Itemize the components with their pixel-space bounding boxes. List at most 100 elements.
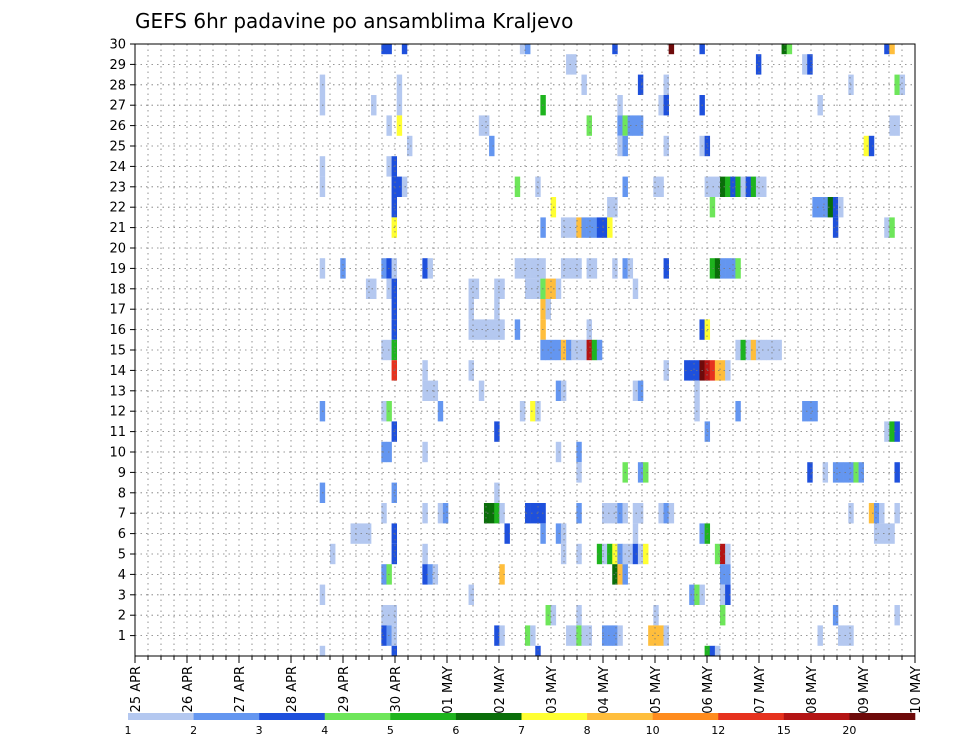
heatmap-cell [720,564,726,585]
heatmap-cell [709,360,716,381]
heatmap-cell [530,503,536,524]
y-tick-label: 28 [109,78,126,93]
heatmap-cell [653,176,659,197]
heatmap-cell [802,54,808,75]
heatmap-cell [832,197,839,218]
heatmap-cell [489,503,495,524]
heatmap-cell [607,625,613,646]
y-tick-label: 8 [118,486,126,501]
heatmap-cell [786,44,793,55]
heatmap-cell [607,543,613,565]
heatmap-cell [581,339,587,361]
y-tick-label: 11 [109,425,126,440]
heatmap-cell [483,503,490,524]
legend-label: 20 [842,724,856,737]
heatmap-cell [612,44,618,55]
legend-label: 7 [518,724,525,737]
heatmap-cell [601,503,608,524]
y-tick-label: 20 [109,242,126,257]
x-tick-label: 09 MAY [857,666,872,714]
legend-label: 12 [711,724,725,737]
heatmap-cell [637,462,644,483]
heatmap-cell [437,401,444,422]
heatmap-cell [571,217,577,238]
heatmap-cell [371,278,377,299]
heatmap-cell [596,543,603,565]
heatmap-cell [422,564,428,585]
legend-swatch [128,713,194,720]
x-tick-label: 28 APR [285,666,300,712]
heatmap-cell [401,44,408,55]
heatmap-cell [586,319,593,340]
y-tick-label: 4 [118,568,126,583]
heatmap-cell [576,462,582,483]
heatmap-cell [576,503,582,524]
heatmap-cell [781,44,788,55]
heatmap-cell [838,625,844,646]
heatmap-cell [899,74,906,95]
heatmap-cell [832,217,839,238]
y-tick-label: 3 [118,588,126,603]
heatmap-cell [653,625,659,646]
heatmap-cell [884,421,890,442]
heatmap-cell [714,258,721,279]
heatmap-cell [709,176,716,197]
heatmap-cell [725,584,731,605]
legend-label: 2 [190,724,197,737]
heatmap-cell [894,115,900,136]
y-tick-label: 30 [109,38,126,53]
heatmap-cell [422,441,428,463]
x-tick-label: 27 APR [233,666,248,712]
heatmap-cell [889,523,895,544]
heatmap-cell [365,278,372,299]
heatmap-cell [576,339,582,361]
x-tick-label: 10 MAY [909,666,924,714]
legend-label: 8 [584,724,591,737]
heatmap-cell [663,360,669,381]
heatmap-cell [658,95,664,116]
heatmap-cell [668,44,675,55]
heatmap-cell [566,258,572,279]
heatmap-cell [442,503,449,524]
heatmap-cell [494,421,500,442]
legend-label: 1 [125,724,132,737]
heatmap-cell [601,625,608,646]
heatmap-cell [586,625,593,646]
y-tick-label: 25 [109,140,126,155]
chart-title: GEFS 6hr padavine po ansamblima Kraljevo [135,9,573,33]
heatmap-cell [802,401,808,422]
heatmap-cell [355,523,362,544]
heatmap-cell [735,258,741,279]
x-tick-label: 05 MAY [649,666,664,714]
x-tick-label: 06 MAY [701,666,716,714]
x-tick-label: 03 MAY [545,666,560,714]
heatmap-cell [725,176,731,197]
heatmap-cell [761,176,767,197]
y-tick-label: 5 [118,548,126,563]
heatmap-cell [827,197,834,218]
heatmap-cell [581,74,587,95]
heatmap-cell [386,44,392,55]
legend-swatch [849,713,916,720]
heatmap-cell [494,278,500,299]
heatmap-cell [514,258,521,279]
heatmap-cell [560,258,567,279]
heatmap-cell [560,217,567,238]
y-tick-label: 14 [109,364,126,379]
y-tick-label: 1 [118,629,126,644]
heatmap-cell [637,503,644,524]
heatmap-cell [684,360,690,381]
heatmap-cell [735,339,741,361]
heatmap-cell [735,176,741,197]
heatmap-cell [489,319,495,340]
heatmap-cell [709,258,716,279]
heatmap-cell [576,543,582,565]
heatmap-cell [894,462,900,483]
x-tick-label: 26 APR [181,666,196,712]
heatmap-cell [755,54,762,75]
heatmap-cell [632,278,639,299]
heatmap-cell [576,258,582,279]
heatmap-cell [391,645,398,656]
heatmap-cell [812,197,818,218]
heatmap-cell [371,95,377,116]
